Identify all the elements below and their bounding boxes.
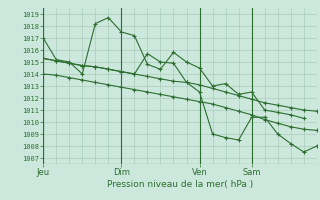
X-axis label: Pression niveau de la mer( hPa ): Pression niveau de la mer( hPa ) — [107, 180, 253, 189]
